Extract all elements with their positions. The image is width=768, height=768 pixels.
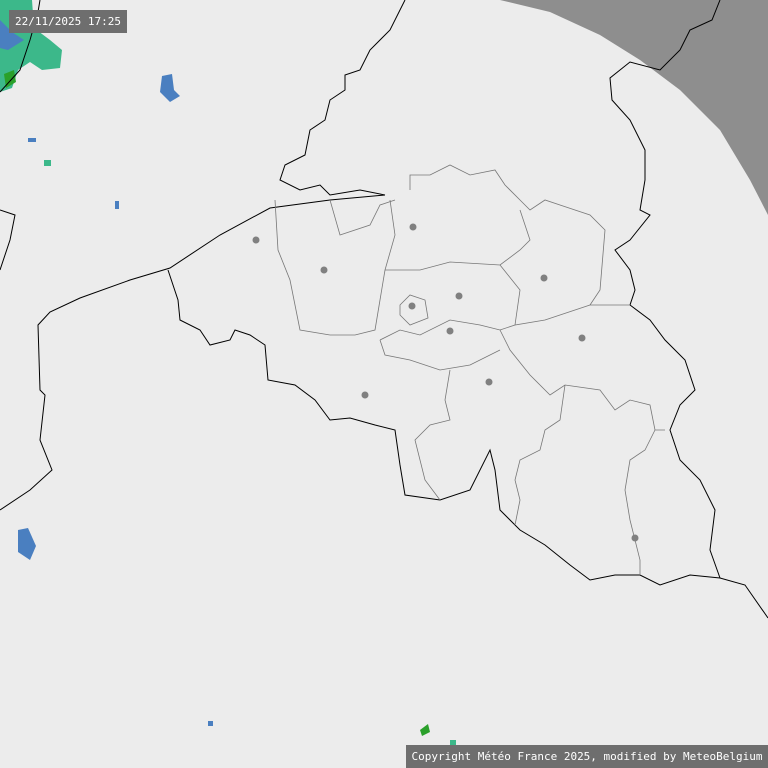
city-marker <box>361 391 369 399</box>
city-marker <box>578 334 586 342</box>
city-marker <box>455 292 463 300</box>
radar-timestamp: 22/11/2025 17:25 <box>9 10 127 33</box>
city-markers <box>252 223 639 542</box>
city-marker <box>409 223 417 231</box>
precipitation-echoes <box>0 0 456 745</box>
city-marker <box>540 274 548 282</box>
city-marker <box>446 327 454 335</box>
city-marker <box>252 236 260 244</box>
province-borders <box>274 164 665 575</box>
city-marker <box>631 534 639 542</box>
city-marker <box>320 266 328 274</box>
out-of-range-area <box>500 0 768 215</box>
city-marker <box>485 378 493 386</box>
city-marker <box>408 302 416 310</box>
country-borders <box>0 0 768 619</box>
copyright-notice: Copyright Météo France 2025, modified by… <box>406 745 768 768</box>
